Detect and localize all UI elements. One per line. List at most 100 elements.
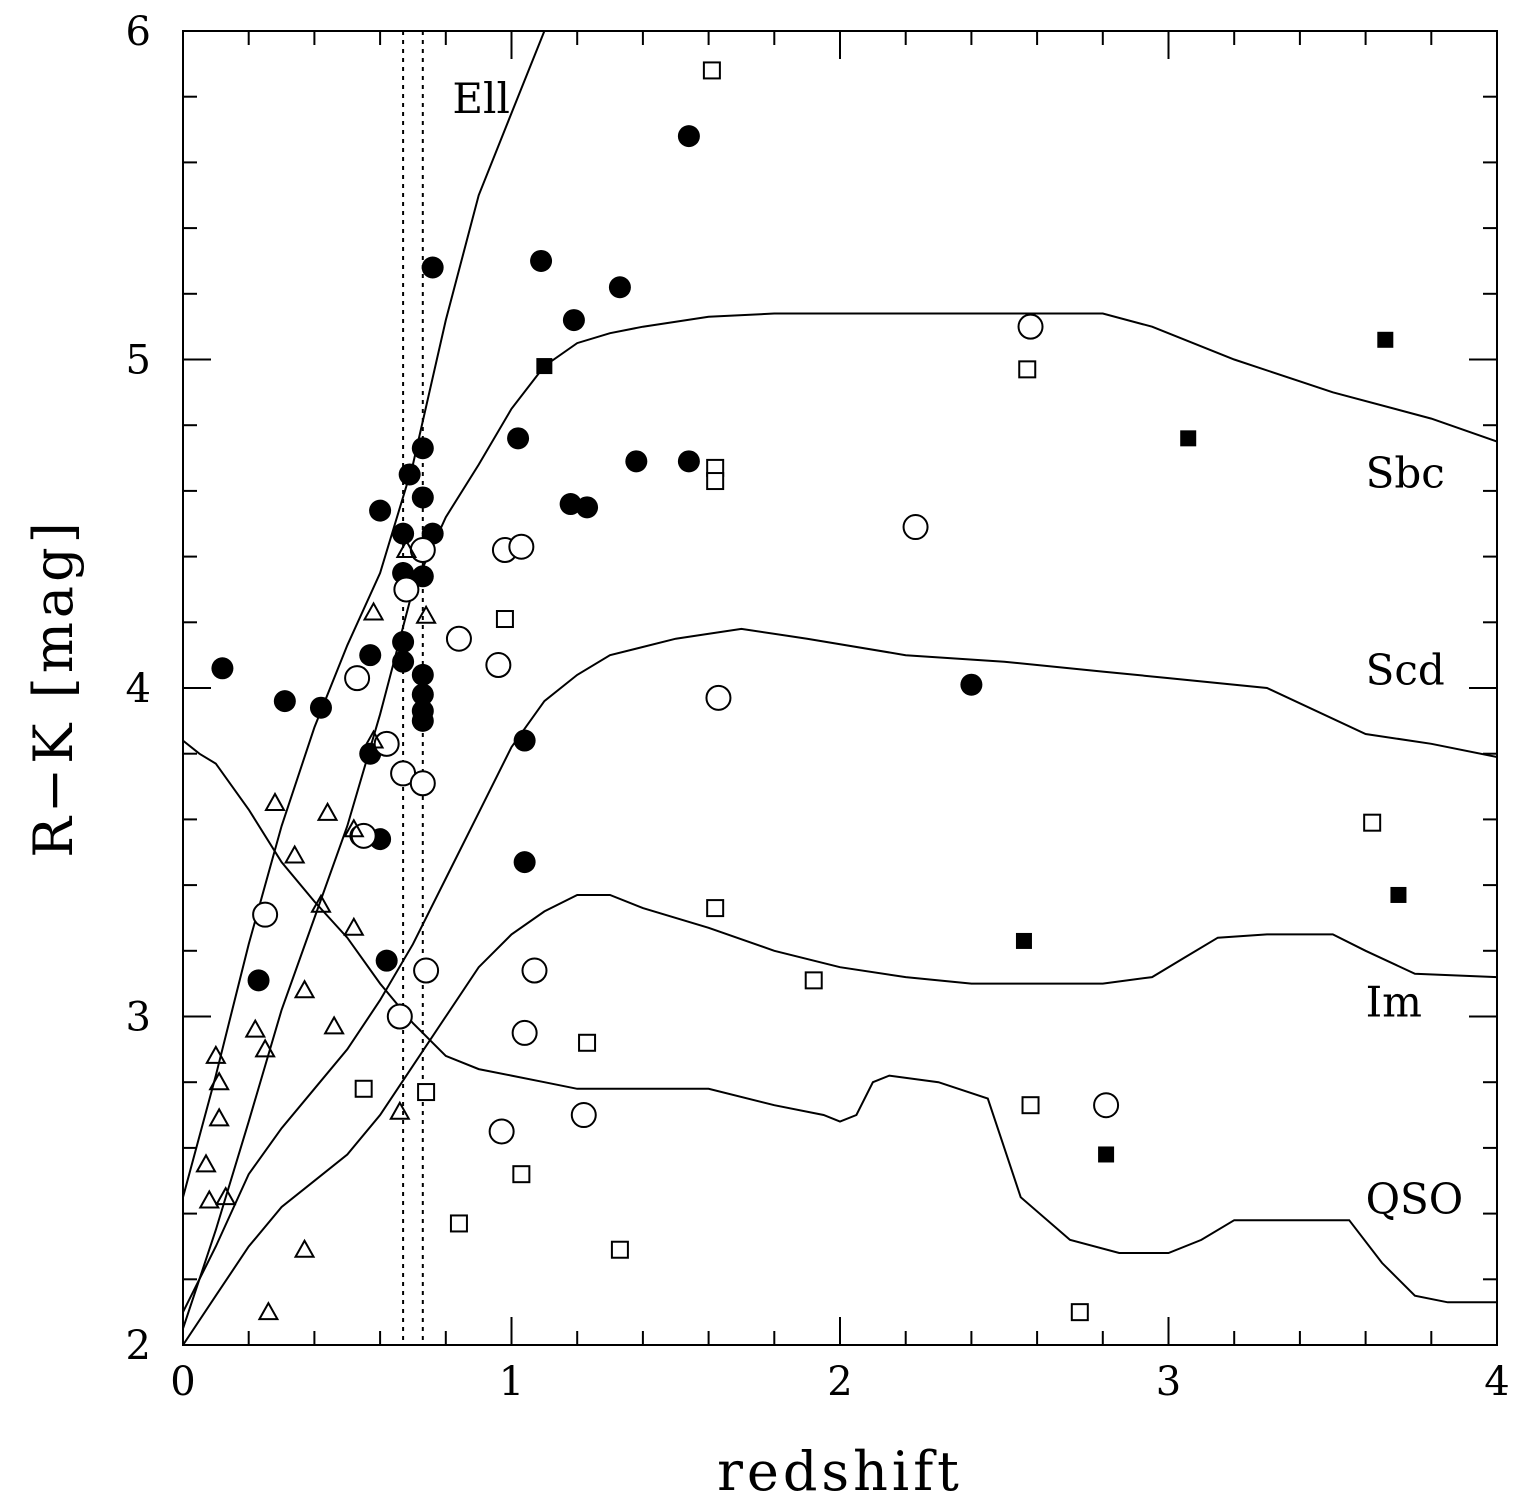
open-circle-point — [902, 514, 929, 541]
y-tick-label: 4 — [126, 666, 151, 712]
filled-circle-point — [411, 709, 434, 732]
open-circle-point — [386, 1003, 413, 1030]
filled-circle-point — [530, 249, 553, 272]
curve-ell — [183, 31, 546, 1198]
x-axis-title: redshift — [717, 1440, 963, 1503]
curve-sbc — [183, 312, 1497, 1329]
curve-qso — [183, 739, 1497, 1304]
filled-circle-point — [411, 683, 434, 706]
open-square-point — [1021, 1096, 1040, 1115]
filled-circle-point — [513, 729, 536, 752]
open-circle-point — [485, 652, 512, 679]
filled-square-point — [1377, 331, 1394, 348]
filled-circle-point — [375, 949, 398, 972]
filled-circle-point — [411, 565, 434, 588]
filled-square-point — [1015, 932, 1032, 949]
filled-square-point — [536, 358, 553, 375]
open-square-point — [578, 1033, 597, 1052]
filled-circle-point — [421, 256, 444, 279]
filled-circle-point — [507, 427, 530, 450]
open-circle-point — [705, 684, 732, 711]
open-triangle-point — [362, 729, 385, 749]
open-square-point — [610, 1240, 629, 1259]
open-circle-point — [1017, 313, 1044, 340]
open-triangle-point — [323, 1015, 345, 1035]
open-circle-point — [488, 1118, 515, 1145]
open-square-point — [417, 1083, 436, 1102]
open-circle-point — [445, 625, 472, 652]
open-triangle-point — [264, 791, 286, 811]
filled-circle-point — [392, 650, 415, 673]
open-square-point — [1070, 1303, 1089, 1322]
open-triangle-point — [395, 538, 418, 559]
open-square-point — [1363, 813, 1382, 832]
open-circle-point — [508, 533, 535, 560]
filled-circle-point — [513, 851, 536, 874]
open-square-point — [495, 610, 514, 629]
open-circle-point — [409, 770, 436, 797]
curve-label-im: Im — [1366, 978, 1422, 1027]
open-circle-point — [373, 730, 400, 757]
filled-circle-point — [359, 644, 382, 667]
open-triangle-point — [283, 844, 306, 864]
filled-circle-point — [576, 496, 599, 519]
model-curves — [183, 31, 1497, 1345]
open-triangle-point — [195, 1153, 217, 1173]
open-square-point — [706, 899, 725, 918]
open-triangle-point — [343, 916, 365, 936]
open-triangle-point — [293, 1238, 316, 1258]
curve-label-ell: Ell — [452, 74, 510, 123]
x-tick-label: 2 — [827, 1359, 852, 1405]
open-triangle-point — [362, 601, 385, 621]
open-triangle-point — [316, 801, 339, 821]
x-tick-label: 0 — [170, 1359, 195, 1405]
open-square-point — [512, 1165, 531, 1184]
x-tick-label: 1 — [499, 1359, 524, 1405]
open-circle-point — [409, 537, 436, 564]
filled-circle-point — [677, 125, 700, 148]
open-circle-point — [511, 1019, 538, 1046]
open-circle-point — [252, 901, 279, 928]
curve-im — [183, 894, 1497, 1345]
open-triangle-point — [389, 1100, 411, 1120]
y-tick-label: 5 — [126, 338, 151, 384]
filled-circle-point — [411, 486, 434, 509]
open-triangle-point — [208, 1071, 230, 1091]
open-triangle-point — [257, 1301, 280, 1321]
curve-label-qso: QSO — [1366, 1175, 1464, 1224]
data-points — [195, 61, 1407, 1322]
plot-frame — [182, 30, 1498, 1346]
filled-circle-point — [677, 450, 700, 473]
open-circle-point — [521, 957, 548, 984]
curve-scd — [183, 627, 1497, 1313]
filled-circle-point — [273, 690, 296, 713]
open-square-point — [1018, 360, 1037, 379]
x-tick-label: 4 — [1484, 1359, 1509, 1405]
open-triangle-point — [254, 1038, 276, 1058]
y-tick-label: 6 — [126, 9, 151, 55]
filled-circle-point — [398, 463, 421, 486]
y-tick-label: 2 — [126, 1323, 151, 1369]
axis-ticks — [182, 30, 1498, 1346]
open-triangle-point — [205, 1044, 227, 1064]
filled-circle-point — [211, 657, 234, 680]
open-square-point — [702, 61, 721, 80]
open-circle-point — [413, 957, 440, 984]
filled-circle-point — [369, 499, 392, 522]
curve-label-sbc: Sbc — [1366, 449, 1445, 498]
filled-square-point — [1390, 886, 1407, 903]
open-circle-point — [344, 665, 371, 692]
open-triangle-point — [198, 1189, 220, 1209]
filled-circle-point — [247, 969, 270, 992]
filled-circle-point — [411, 663, 434, 686]
open-square-point — [449, 1214, 468, 1233]
open-triangle-point — [310, 893, 332, 913]
y-axis-title: R−K [mag] — [22, 518, 85, 858]
filled-circle-point — [625, 450, 648, 473]
open-triangle-point — [244, 1018, 266, 1038]
filled-circle-point — [411, 437, 434, 460]
filled-square-point — [1180, 430, 1197, 447]
filled-circle-point — [608, 276, 631, 299]
open-square-point — [706, 472, 725, 491]
